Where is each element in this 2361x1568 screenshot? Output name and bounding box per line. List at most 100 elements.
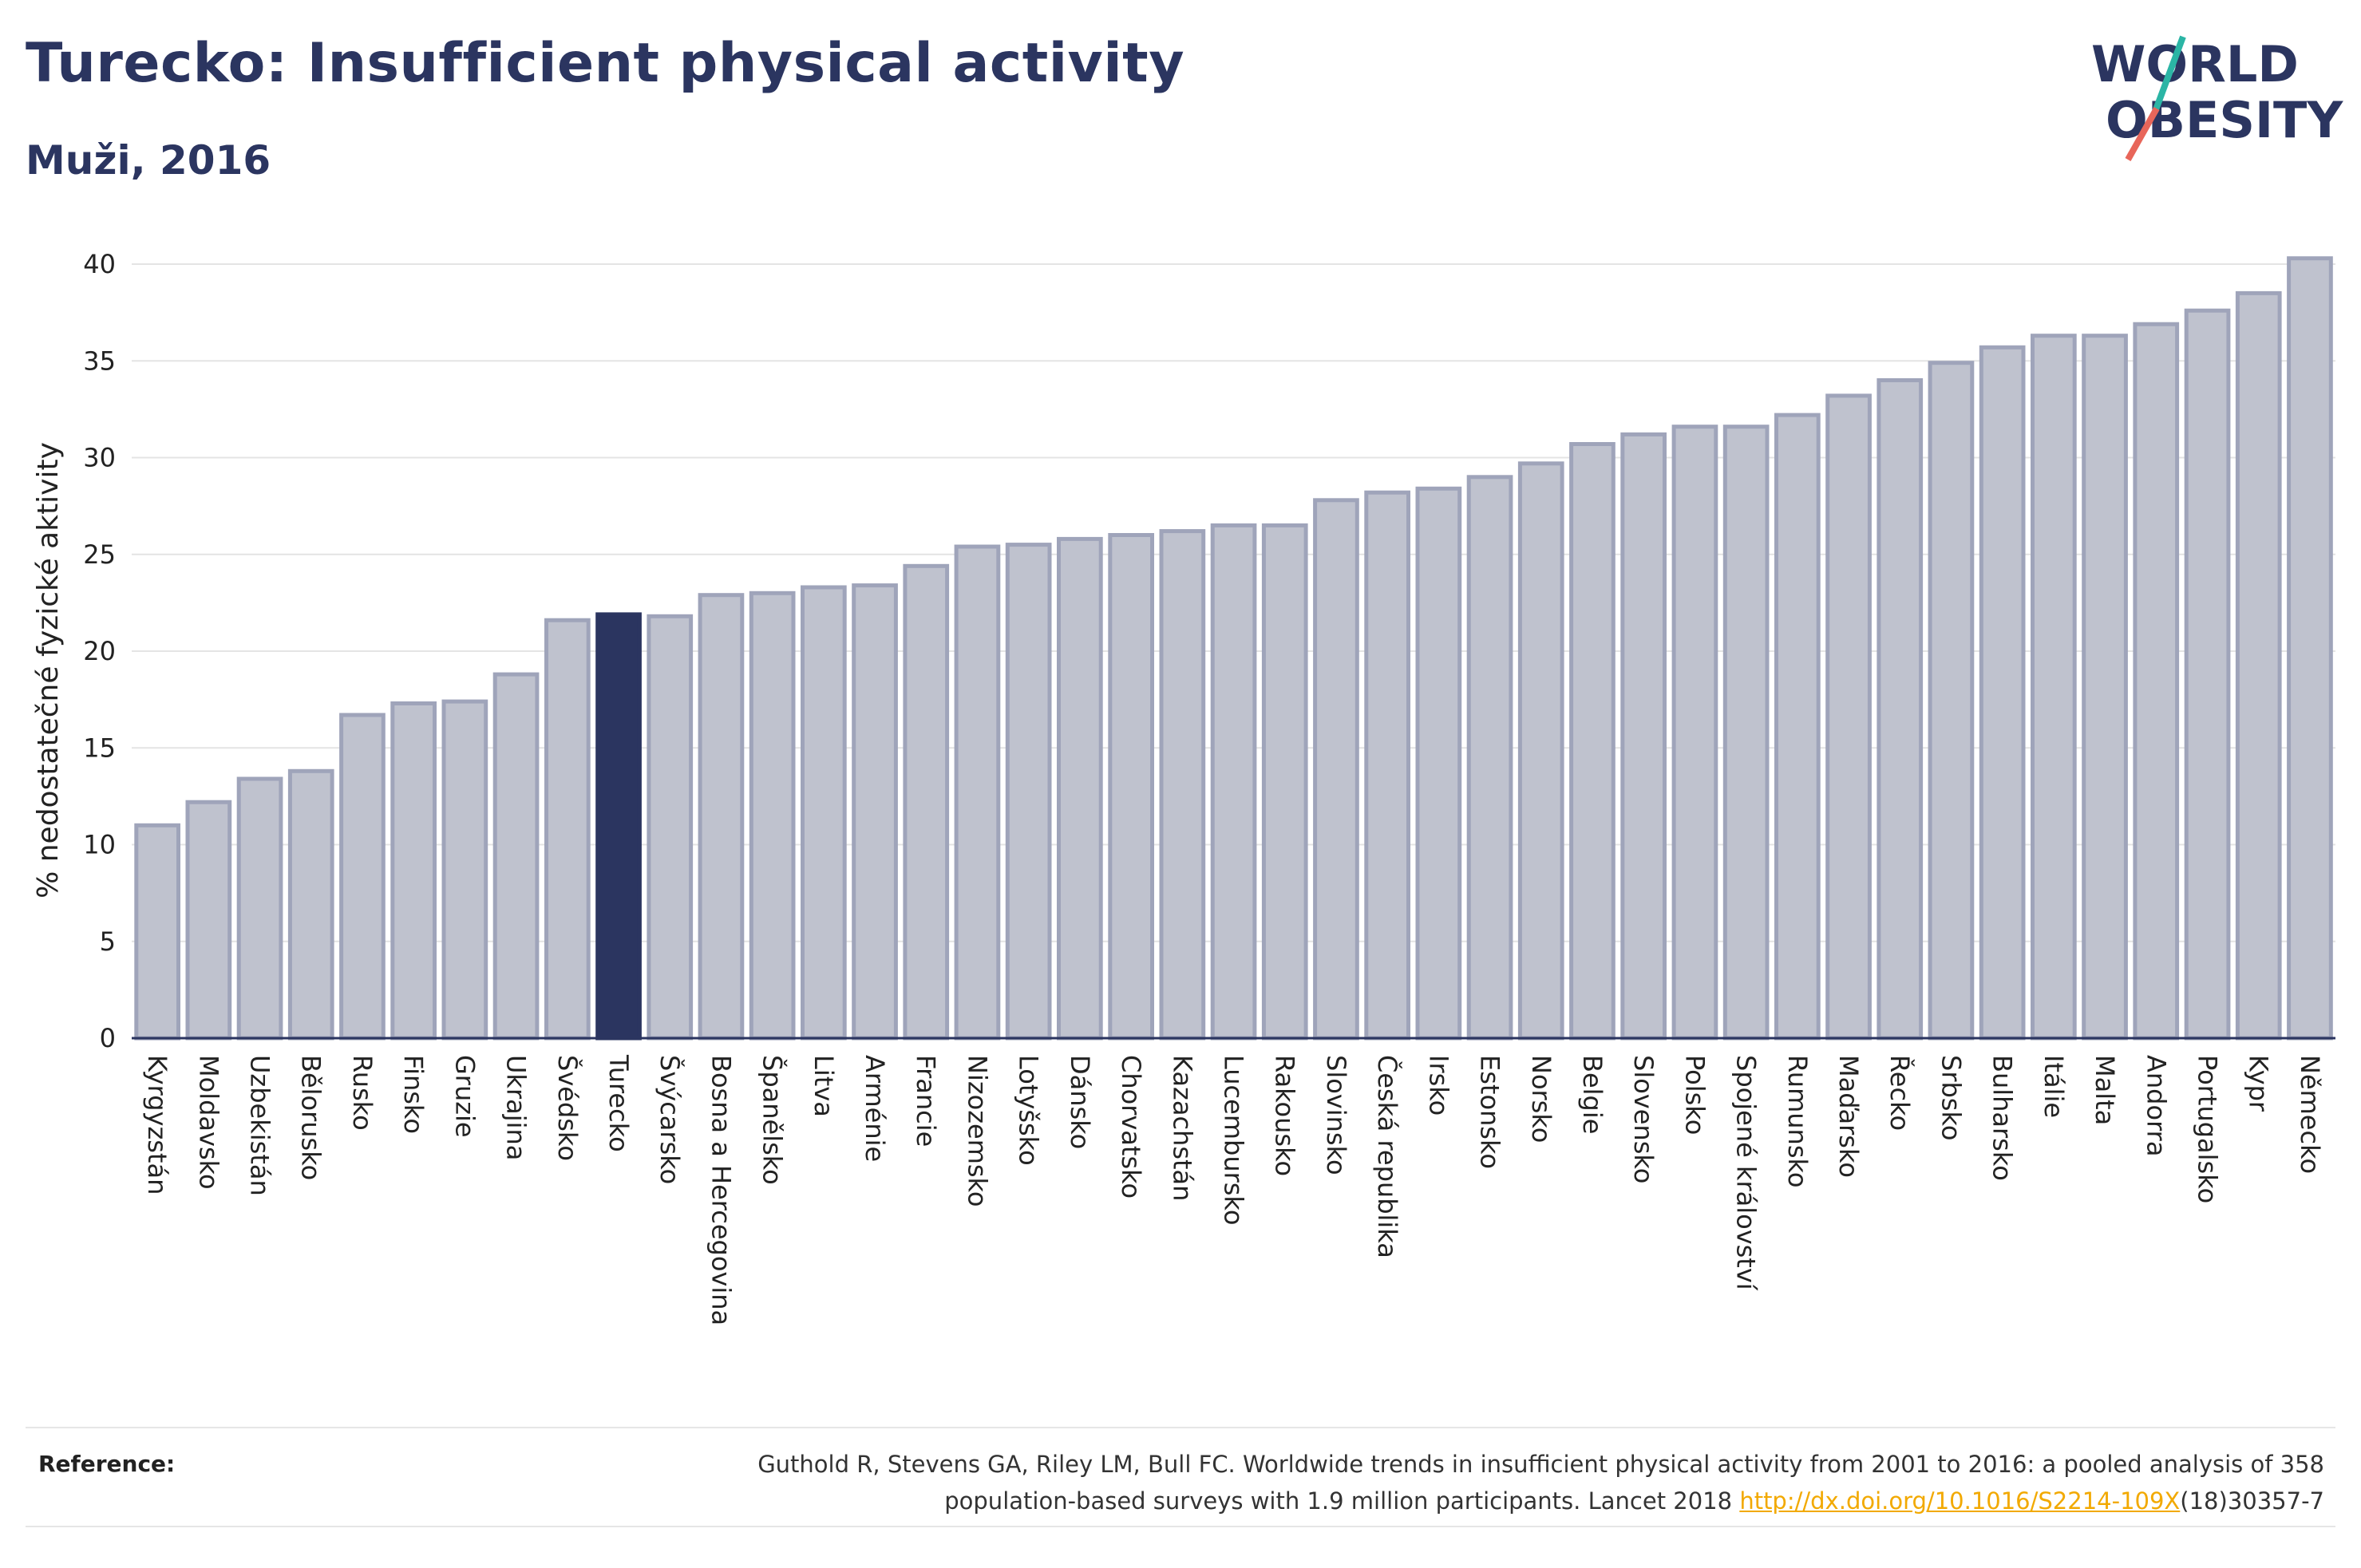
logo-slash-teal	[2152, 35, 2186, 113]
bar	[1825, 393, 1872, 1041]
x-category-label: Belgie	[1577, 1055, 1608, 1134]
x-category-label: Arménie	[860, 1055, 890, 1162]
x-category-label: Švédsko	[552, 1055, 583, 1161]
bar	[2235, 290, 2282, 1041]
x-category-label: Finsko	[398, 1055, 429, 1134]
x-category-label: Portugalsko	[2193, 1055, 2223, 1203]
bar	[544, 618, 591, 1041]
x-category-label: Estonsko	[1475, 1055, 1505, 1169]
x-category-label: Řecko	[1884, 1055, 1915, 1131]
bar	[1774, 413, 1821, 1041]
x-category-label: Kazachstán	[1167, 1055, 1197, 1201]
bar	[1313, 498, 1359, 1041]
x-category-label: Bělorusko	[296, 1055, 326, 1180]
bar	[954, 544, 1001, 1041]
x-category-label: Uzbekistán	[245, 1055, 275, 1196]
x-category-label: Slovensko	[1628, 1055, 1659, 1183]
reference-line-2: population-based surveys with 1.9 millio…	[488, 1483, 2324, 1519]
x-category-label: Dánsko	[1065, 1055, 1095, 1149]
bar	[390, 701, 437, 1041]
x-category-label: Francie	[911, 1055, 941, 1147]
bar	[2082, 334, 2128, 1041]
x-category-label: Gruzie	[449, 1055, 480, 1138]
y-axis-label: % nedostatečné fyzické aktivity	[32, 442, 65, 899]
x-category-label: Turecko	[603, 1054, 634, 1152]
bar	[2184, 308, 2231, 1041]
x-category-label: Polsko	[1679, 1055, 1710, 1135]
bar	[1928, 361, 1975, 1041]
x-category-label: Česká republika	[1372, 1055, 1403, 1258]
x-category-label: Norsko	[1526, 1055, 1556, 1143]
bar	[441, 699, 488, 1041]
bar	[1159, 529, 1206, 1041]
bar	[1466, 475, 1513, 1041]
x-category-label: Lotyšsko	[1014, 1055, 1044, 1166]
reference-line-2-post: (18)30357-7	[2180, 1487, 2324, 1515]
bar	[287, 768, 334, 1041]
bar	[339, 713, 386, 1041]
x-category-label: Bosna a Hercegovina	[706, 1055, 736, 1325]
x-category-label: Litva	[809, 1055, 839, 1117]
chart-subtitle: Muži, 2016	[26, 137, 271, 184]
reference-text: Guthold R, Stevens GA, Riley LM, Bull FC…	[488, 1446, 2324, 1519]
y-tick-label: 25	[83, 539, 116, 570]
bar	[1057, 536, 1103, 1041]
bar	[1979, 345, 2026, 1041]
x-category-label: Moldavsko	[193, 1055, 223, 1190]
bar	[1671, 425, 1718, 1041]
x-category-label: Chorvatsko	[1116, 1055, 1146, 1199]
x-category-label: Německo	[2295, 1055, 2325, 1174]
bar	[2031, 334, 2077, 1041]
logo-slash-red	[2125, 107, 2160, 161]
x-category-label: Andorra	[2141, 1055, 2171, 1156]
bar	[801, 585, 847, 1041]
bar	[185, 800, 232, 1041]
y-tick-label: 5	[100, 926, 116, 957]
bar	[698, 593, 745, 1041]
bar	[749, 590, 796, 1041]
bar	[903, 563, 950, 1041]
bar	[1415, 486, 1462, 1041]
bar-chart: 0 5 10 15 20 25 30 35 40 Kyrgyzstán Moldavsko Uzbe…	[32, 249, 2335, 1325]
x-category-label: Nizozemsko	[963, 1055, 993, 1207]
bar	[1517, 461, 1564, 1041]
x-category-label: Rusko	[347, 1055, 378, 1131]
x-category-label: Irsko	[1423, 1055, 1453, 1116]
y-tick-label: 20	[83, 636, 116, 666]
reference-line-1: Guthold R, Stevens GA, Riley LM, Bull FC…	[757, 1451, 2324, 1478]
y-tick-label: 10	[83, 830, 116, 860]
x-category-label: Lucembursko	[1219, 1055, 1249, 1225]
reference-label: Reference:	[38, 1451, 176, 1477]
x-category-label: Švýcarsko	[655, 1055, 686, 1184]
x-category-label: Rakousko	[1270, 1055, 1300, 1176]
bar	[134, 823, 181, 1041]
bar	[1261, 523, 1308, 1041]
bar	[647, 614, 694, 1041]
bar	[852, 583, 898, 1041]
reference-bottom-rule	[26, 1526, 2335, 1527]
bar	[1210, 523, 1257, 1041]
y-tick-label: 0	[100, 1023, 116, 1053]
bar	[1877, 378, 1924, 1041]
bar	[1364, 490, 1411, 1041]
world-obesity-logo[interactable]: WORLD OBESITY	[2075, 32, 2347, 176]
chart-title: Turecko: Insufficient physical activity	[26, 32, 1185, 95]
logo-line-1: WORLD	[2091, 35, 2299, 93]
y-tick-label: 40	[83, 249, 116, 279]
x-category-label: Spojené království	[1731, 1055, 1762, 1291]
bar-highlighted	[595, 612, 642, 1041]
y-tick-label: 35	[83, 346, 116, 376]
x-category-label: Slovinsko	[1321, 1055, 1351, 1175]
x-category-label: Bulharsko	[1987, 1055, 2018, 1181]
x-category-label: Srbsko	[1936, 1055, 1966, 1140]
bar	[1005, 543, 1052, 1041]
bar	[2287, 256, 2333, 1041]
bar	[236, 776, 283, 1041]
x-category-label: Itálie	[2039, 1055, 2069, 1118]
x-category-label: Malta	[2090, 1055, 2120, 1125]
reference-doi-link[interactable]: http://dx.doi.org/10.1016/S2214-109X	[1739, 1487, 2181, 1515]
y-tick-label: 30	[83, 443, 116, 473]
bar	[1620, 432, 1667, 1041]
x-category-label: Ukrajina	[501, 1055, 532, 1160]
x-category-label: Maďarsko	[1833, 1055, 1864, 1178]
